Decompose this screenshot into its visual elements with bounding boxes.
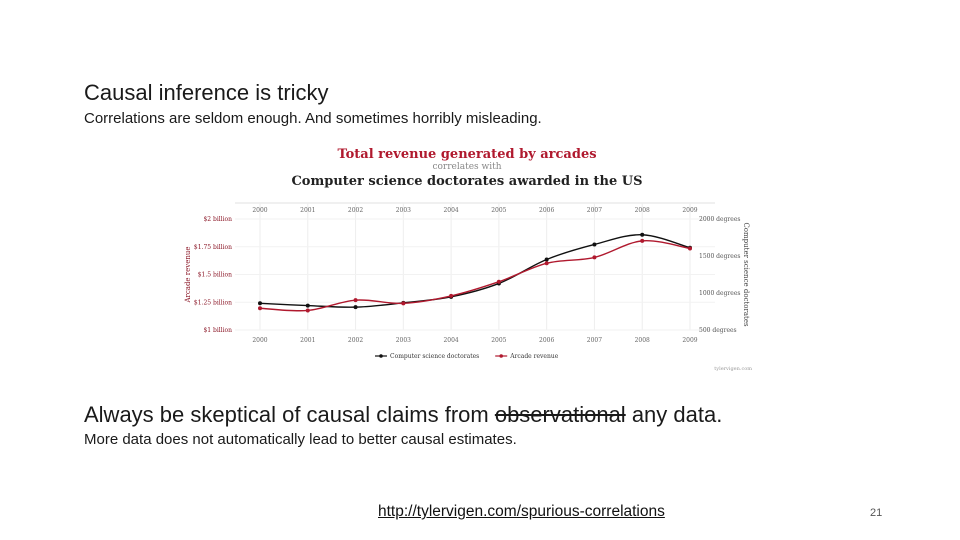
legend-label-1: Arcade revenue [509,353,559,360]
x-tick-label-bottom: 2000 [252,337,267,344]
x-tick-label-top: 2007 [587,207,602,214]
skepticism-heading: Always be skeptical of causal claims fro… [84,402,722,428]
series-point-1 [401,301,406,306]
chart-title: Total revenue generated by arcades [337,147,596,162]
skepticism-subtitle: More data does not automatically lead to… [84,431,517,448]
series-line-0 [259,234,691,308]
series-point-0 [258,301,262,306]
chart-title-2: Computer science doctorates awarded in t… [291,174,642,189]
legend-marker-0 [379,354,383,358]
y-left-tick-label: $2 billion [203,216,232,223]
series-point-1 [449,293,454,298]
legend-marker-1 [499,354,504,358]
x-tick-label-top: 2004 [443,207,458,214]
x-tick-label-bottom: 2009 [682,337,697,344]
chart-credit: tylervigen.com [714,366,752,372]
y-right-tick-label: 1000 degrees [699,290,740,297]
y-right-tick-label: 500 degrees [699,327,737,334]
y-left-tick-label: $1.5 billion [198,272,232,279]
spurious-correlations-link[interactable]: http://tylervigen.com/spurious-correlati… [378,503,665,520]
x-tick-label-bottom: 2007 [587,337,602,344]
x-tick-label-top: 2002 [348,207,363,214]
y-right-tick-label: 1500 degrees [699,253,740,260]
series-point-1 [592,255,597,260]
series-point-0 [305,303,310,308]
series-point-0 [592,242,597,247]
x-tick-label-bottom: 2001 [300,337,315,344]
chart-legend: Computer science doctorates Arcade revenu… [375,353,559,360]
series-point-1 [496,279,501,284]
series-point-1 [258,306,262,311]
x-tick-label-top: 2005 [491,207,506,214]
x-tick-label-top: 2006 [539,207,554,214]
series-point-1 [640,238,645,243]
y-left-tick-label: $1 billion [203,327,232,334]
x-tick-label-bottom: 2004 [443,337,458,344]
y-right-axis-label: Computer science doctorates [742,222,750,327]
x-tick-label-bottom: 2006 [539,337,554,344]
slide-subtitle: Correlations are seldom enough. And some… [84,110,542,127]
series-line-1 [259,240,691,312]
x-tick-label-top: 2000 [252,207,267,214]
series-point-1 [688,246,692,251]
series-point-1 [544,261,549,266]
chart-ticks: 2000 2000 2001 2001 2002 2002 2003 2003 2004 2004… [184,207,750,344]
series-point-0 [544,257,549,262]
heading-struck-word: observational [494,402,626,427]
x-tick-label-top: 2003 [396,207,411,214]
x-tick-label-bottom: 2002 [348,337,363,344]
x-tick-label-top: 2009 [682,207,697,214]
chart-series [258,232,692,313]
legend-label-0: Computer science doctorates [390,353,479,360]
slide-title: Causal inference is tricky [84,80,329,105]
x-tick-label-bottom: 2005 [491,337,506,344]
x-tick-label-bottom: 2003 [396,337,411,344]
x-tick-label-bottom: 2008 [635,337,650,344]
series-point-0 [353,305,358,310]
chart-connector: correlates with [432,162,501,172]
series-point-1 [353,298,358,303]
y-left-tick-label: $1.75 billion [194,244,232,251]
x-tick-label-top: 2001 [300,207,315,214]
heading-text-after: any data. [625,402,723,427]
series-point-1 [305,308,310,313]
spurious-correlation-chart: Total revenue generated by arcades corre… [184,147,752,372]
series-point-0 [640,232,645,237]
chart-grid [235,202,715,331]
y-left-axis-label: Arcade revenue [184,246,192,303]
slide-number: 21 [870,507,883,519]
y-right-tick-label: 2000 degrees [699,216,740,223]
x-tick-label-top: 2008 [635,207,650,214]
heading-text-before: Always be skeptical of causal claims fro… [84,402,495,427]
y-left-tick-label: $1.25 billion [194,299,232,306]
